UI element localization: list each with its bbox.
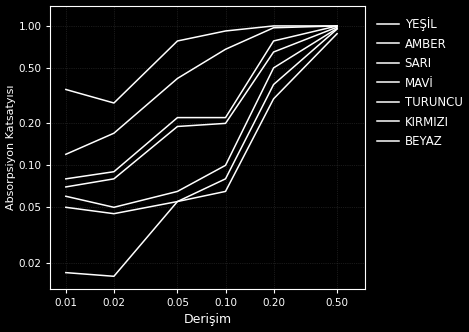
BEYAZ: [271, 97, 276, 101]
AMBER: [111, 131, 117, 135]
MAVİ: [223, 122, 228, 125]
SARI: [271, 39, 276, 43]
Line: SARI: SARI: [66, 26, 337, 179]
TURUNCU: [223, 163, 228, 167]
Y-axis label: Absorpsiyon Katsatyısı: Absorpsiyon Katsatyısı: [6, 84, 15, 210]
AMBER: [174, 76, 180, 80]
KIRMIZI: [63, 205, 68, 209]
BEYAZ: [111, 274, 117, 278]
MAVİ: [334, 25, 340, 29]
SARI: [111, 170, 117, 174]
AMBER: [271, 26, 276, 30]
BEYAZ: [223, 190, 228, 194]
TURUNCU: [271, 66, 276, 70]
BEYAZ: [174, 200, 180, 204]
AMBER: [223, 47, 228, 51]
MAVİ: [63, 185, 68, 189]
Line: YEŞİL: YEŞİL: [66, 26, 337, 103]
MAVİ: [271, 50, 276, 54]
AMBER: [63, 152, 68, 156]
MAVİ: [111, 177, 117, 181]
X-axis label: Derişim: Derişim: [184, 313, 232, 326]
YEŞİL: [111, 101, 117, 105]
BEYAZ: [63, 271, 68, 275]
MAVİ: [174, 124, 180, 128]
YEŞİL: [334, 24, 340, 28]
SARI: [174, 116, 180, 120]
TURUNCU: [111, 205, 117, 209]
YEŞİL: [223, 29, 228, 33]
SARI: [334, 24, 340, 28]
KIRMIZI: [223, 177, 228, 181]
TURUNCU: [334, 27, 340, 31]
TURUNCU: [174, 190, 180, 194]
YEŞİL: [63, 88, 68, 92]
Legend: YEŞİL, AMBER, SARI, MAVİ, TURUNCU, KIRMIZI, BEYAZ: YEŞİL, AMBER, SARI, MAVİ, TURUNCU, KIRMI…: [378, 17, 462, 148]
TURUNCU: [63, 194, 68, 198]
Line: BEYAZ: BEYAZ: [66, 34, 337, 276]
KIRMIZI: [271, 83, 276, 87]
Line: MAVİ: MAVİ: [66, 27, 337, 187]
KIRMIZI: [111, 212, 117, 216]
SARI: [63, 177, 68, 181]
BEYAZ: [334, 32, 340, 36]
KIRMIZI: [334, 27, 340, 31]
SARI: [223, 116, 228, 120]
Line: AMBER: AMBER: [66, 26, 337, 154]
Line: TURUNCU: TURUNCU: [66, 29, 337, 207]
YEŞİL: [271, 24, 276, 28]
Line: KIRMIZI: KIRMIZI: [66, 29, 337, 214]
KIRMIZI: [174, 200, 180, 204]
AMBER: [334, 24, 340, 28]
YEŞİL: [174, 39, 180, 43]
